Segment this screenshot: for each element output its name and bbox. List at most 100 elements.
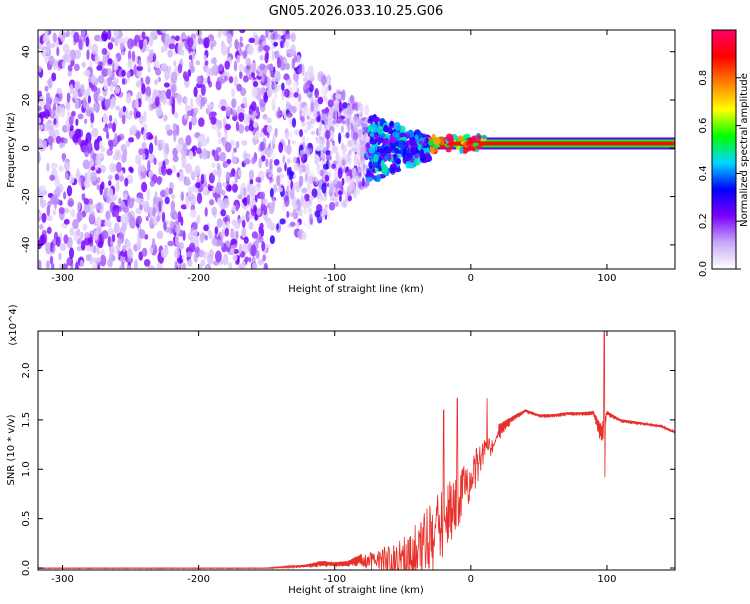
heatmap-cell	[285, 40, 289, 49]
heatmap-cell	[46, 205, 51, 217]
heatmap-cell	[306, 110, 309, 120]
heatmap-cell	[85, 36, 90, 47]
heatmap-cell	[251, 156, 256, 165]
heatmap-cell	[217, 197, 221, 206]
heatmap-cell	[364, 104, 370, 116]
heatmap-cell	[149, 49, 154, 58]
heatmap-cell	[213, 150, 219, 162]
heatmap-cell	[459, 146, 464, 155]
heatmap-cell	[146, 46, 150, 53]
heatmap-cell	[44, 243, 52, 249]
heatmap-cell	[317, 117, 320, 123]
heatmap-cell	[241, 97, 246, 104]
heatmap-cell	[189, 209, 197, 218]
heatmap-cell	[74, 49, 82, 60]
heatmap-cell	[222, 253, 229, 266]
heatmap-cell	[269, 146, 274, 155]
snr-multiplier: (x10^4)	[8, 304, 19, 345]
heatmap-cell	[58, 252, 62, 261]
heatmap-cell	[269, 187, 274, 198]
heatmap-cell	[94, 164, 99, 171]
heatmap-cell	[289, 221, 296, 227]
heatmap-cell	[300, 195, 304, 208]
heatmap-cell	[113, 222, 120, 234]
heatmap-cell	[69, 83, 74, 94]
heatmap-cell	[62, 43, 70, 54]
heatmap-cell	[358, 162, 362, 167]
heatmap-cell	[63, 218, 70, 225]
heatmap-cell	[101, 30, 108, 42]
heatmap-cell	[174, 35, 180, 42]
heatmap-cell	[410, 147, 417, 156]
heatmap-cell	[282, 110, 286, 116]
heatmap-cell	[163, 82, 170, 88]
heatmap-cell	[80, 231, 84, 240]
heatmap-cell	[67, 64, 73, 73]
y-tick-label: 1.0	[21, 461, 32, 477]
heatmap-cell	[338, 101, 342, 113]
heatmap-cell	[127, 38, 134, 50]
heatmap-cell	[271, 80, 277, 90]
heatmap-cell	[91, 43, 99, 55]
heatmap-cell	[187, 37, 194, 48]
heatmap-cell	[335, 180, 343, 191]
heatmap-cell	[161, 211, 166, 223]
heatmap-cell	[204, 60, 209, 66]
heatmap-cell	[394, 148, 400, 155]
y-tick-label: 20	[21, 94, 32, 107]
heatmap-cell	[49, 174, 56, 181]
heatmap-cell	[286, 132, 290, 138]
heatmap-cell	[53, 102, 57, 112]
heatmap-cell	[299, 101, 303, 114]
heatmap-cell	[96, 264, 101, 269]
heatmap-cell	[80, 84, 85, 95]
heatmap-cell	[78, 137, 82, 146]
heatmap-cell	[369, 138, 377, 145]
heatmap-cell	[181, 157, 187, 167]
heatmap-cell	[50, 263, 55, 269]
heatmap-cell	[217, 176, 221, 187]
heatmap-cell	[299, 110, 302, 121]
heatmap-cell	[144, 94, 149, 102]
heatmap-cell	[328, 84, 332, 91]
heatmap-cell	[104, 220, 108, 227]
heatmap-cell	[55, 135, 62, 144]
heatmap-cell	[376, 126, 384, 135]
colorbar-tick-label: 0.0	[698, 261, 709, 277]
heatmap-cell	[101, 229, 109, 240]
heatmap-cell	[219, 151, 227, 162]
heatmap-cell	[156, 262, 162, 269]
heatmap-cell	[285, 100, 290, 109]
heatmap-cell	[329, 138, 334, 143]
heatmap-cell	[303, 84, 308, 94]
heatmap-cell	[85, 253, 91, 262]
carrier-core	[430, 141, 675, 146]
figure-title: GN05.2026.033.10.25.G06	[269, 4, 444, 19]
heatmap-cell	[70, 58, 75, 67]
heatmap-cell	[48, 126, 55, 137]
heatmap-cell	[341, 177, 345, 186]
heatmap-cell	[283, 114, 287, 120]
heatmap-cell	[314, 210, 321, 218]
heatmap-cell	[102, 127, 109, 133]
heatmap-cell	[63, 137, 68, 144]
heatmap-cell	[108, 114, 113, 122]
heatmap-cell	[262, 113, 268, 120]
heatmap-cell	[156, 215, 161, 222]
heatmap-cell	[149, 247, 154, 254]
heatmap-cell	[134, 259, 138, 269]
heatmap-cell	[280, 40, 284, 49]
heatmap-cell	[107, 174, 113, 181]
heatmap-cell	[270, 33, 275, 41]
heatmap-cell	[96, 248, 100, 255]
heatmap-cell	[200, 97, 206, 107]
heatmap-cell	[177, 43, 183, 56]
heatmap-cell	[149, 180, 155, 187]
heatmap-cell	[361, 126, 369, 136]
heatmap-cell	[204, 206, 208, 217]
heatmap-cell	[306, 142, 312, 150]
heatmap-cell	[119, 42, 125, 51]
heatmap-cell	[185, 114, 189, 121]
heatmap-cell	[109, 245, 117, 256]
heatmap-cell	[225, 123, 231, 131]
